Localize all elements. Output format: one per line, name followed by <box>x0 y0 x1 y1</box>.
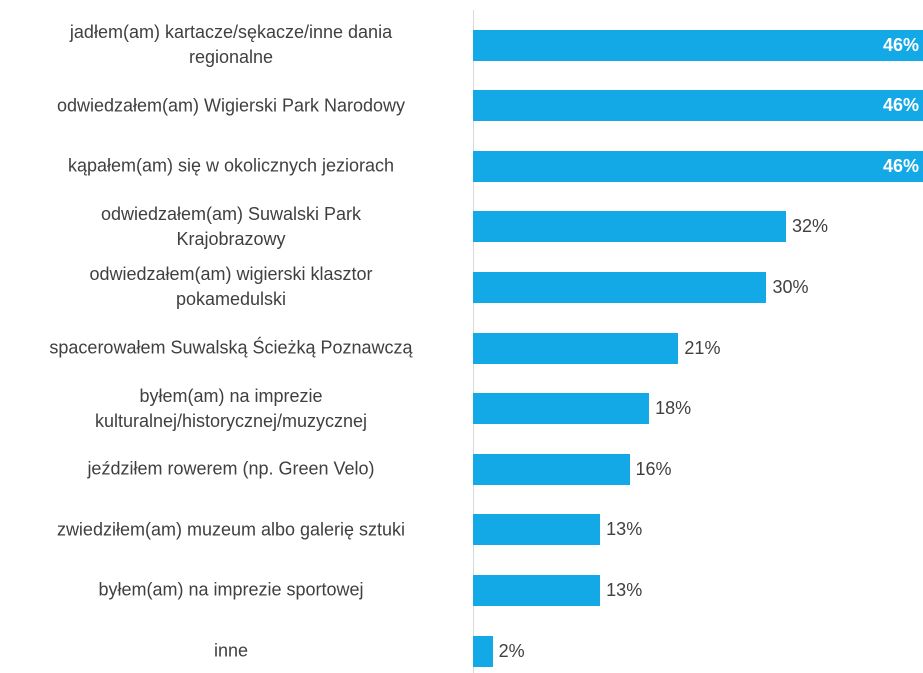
value-label: 2% <box>498 640 525 661</box>
category-label: odwiedzałem(am) wigierski klasztor pokam… <box>89 264 373 310</box>
bar <box>473 29 923 61</box>
bar <box>473 211 787 243</box>
value-label: 13% <box>606 579 643 600</box>
category-label: zwiedziłem(am) muzeum albo galerię sztuk… <box>56 519 406 540</box>
bar <box>473 271 767 303</box>
value-label: 32% <box>792 216 829 237</box>
bar <box>473 90 923 122</box>
bar <box>473 150 923 182</box>
category-label: byłem(am) na imprezie kulturalnej/histor… <box>94 385 368 431</box>
bar <box>473 574 601 606</box>
bar <box>473 514 601 546</box>
bar <box>473 453 630 485</box>
category-label: byłem(am) na imprezie sportowej <box>98 579 364 600</box>
value-label: 46% <box>882 34 919 55</box>
value-label: 13% <box>606 519 643 540</box>
value-label: 30% <box>772 276 809 297</box>
value-label: 46% <box>882 155 919 176</box>
category-label: odwiedzałem(am) Wigierski Park Narodowy <box>56 95 406 116</box>
category-label: jadłem(am) kartacze/sękacze/inne dania r… <box>69 22 393 67</box>
category-label: inne <box>213 640 249 661</box>
category-label: odwiedzałem(am) Suwalski Park Krajobrazo… <box>100 203 362 249</box>
value-label: 21% <box>684 337 721 358</box>
category-label: kąpałem(am) się w okolicznych jeziorach <box>67 155 395 176</box>
bar <box>473 332 679 364</box>
value-label: 16% <box>635 458 672 479</box>
value-label: 46% <box>882 95 919 116</box>
value-label: 18% <box>655 398 692 419</box>
bar <box>473 393 650 425</box>
bar <box>473 635 493 667</box>
category-label: jeździłem rowerem (np. Green Velo) <box>87 458 375 479</box>
category-label: spacerowałem Suwalską Ścieżką Poznawczą <box>49 337 413 358</box>
